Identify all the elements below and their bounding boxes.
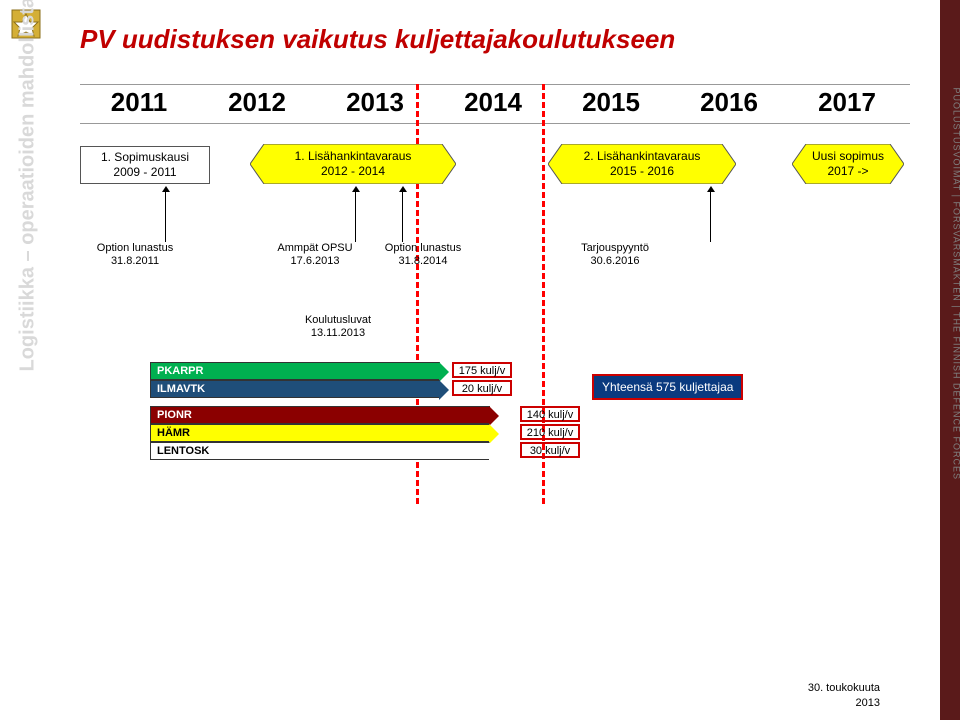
milestone-arrow (355, 192, 356, 242)
capacity-value: 175 kulj/v (452, 362, 512, 378)
year-label: 2016 (670, 87, 788, 118)
year-label: 2012 (198, 87, 316, 118)
page-title: PV uudistuksen vaikutus kuljettajakoulut… (80, 24, 675, 55)
total-summary: Yhteensä 575 kuljettajaa (592, 374, 743, 400)
unit-bar-label: LENTOSK (157, 445, 209, 457)
unit-bar: LENTOSK (150, 442, 490, 460)
unit-bar: PKARPR (150, 362, 440, 380)
year-label: 2017 (788, 87, 906, 118)
milestone-label: Ammpät OPSU17.6.2013 (270, 242, 360, 268)
year-label: 2011 (80, 87, 198, 118)
sidebar-watermark: Logistiikka – operaatioiden mahdollistaj… (17, 0, 40, 372)
capacity-value: 140 kulj/v (520, 406, 580, 422)
phase-divider (542, 84, 545, 504)
unit-bar-label: PKARPR (157, 365, 203, 377)
milestone-arrow (165, 192, 166, 242)
capacity-value: 30 kulj/v (520, 442, 580, 458)
unit-bar-label: HÄMR (157, 427, 190, 439)
milestone-label: Option lunastus31.8.2014 (378, 242, 468, 268)
procurement-2: 2. Lisähankintavaraus2015 - 2016 (548, 144, 736, 184)
unit-bar: ILMAVTK (150, 380, 440, 398)
contract-period-1: 1. Sopimuskausi2009 - 2011 (80, 146, 210, 184)
unit-bar-label: PIONR (157, 409, 192, 421)
year-header: 2011201220132014201520162017 (80, 84, 910, 124)
capacity-value: 20 kulj/v (452, 380, 512, 396)
footer-date: 30. toukokuuta 2013 (808, 681, 880, 710)
milestone-label: Option lunastus31.8.2011 (90, 242, 180, 268)
unit-bar: PIONR (150, 406, 490, 424)
unit-bar: HÄMR (150, 424, 490, 442)
org-text: PUOLUSTUSVOIMAT | FÖRSVARSMAKTEN | THE F… (952, 87, 960, 480)
unit-bar-label: ILMAVTK (157, 383, 205, 395)
milestone-arrow (710, 192, 711, 242)
footer-line1: 30. toukokuuta (808, 682, 880, 694)
milestone-arrow (402, 192, 403, 242)
new-contract: Uusi sopimus2017 -> (792, 144, 904, 184)
footer-line2: 2013 (856, 697, 880, 709)
milestone-label: Tarjouspyyntö30.6.2016 (570, 242, 660, 268)
timeline-chart: 2011201220132014201520162017 1. Sopimusk… (80, 84, 910, 504)
year-label: 2015 (552, 87, 670, 118)
koulutusluvat-label: Koulutusluvat13.11.2013 (293, 314, 383, 340)
capacity-value: 210 kulj/v (520, 424, 580, 440)
procurement-1: 1. Lisähankintavaraus2012 - 2014 (250, 144, 456, 184)
year-label: 2014 (434, 87, 552, 118)
